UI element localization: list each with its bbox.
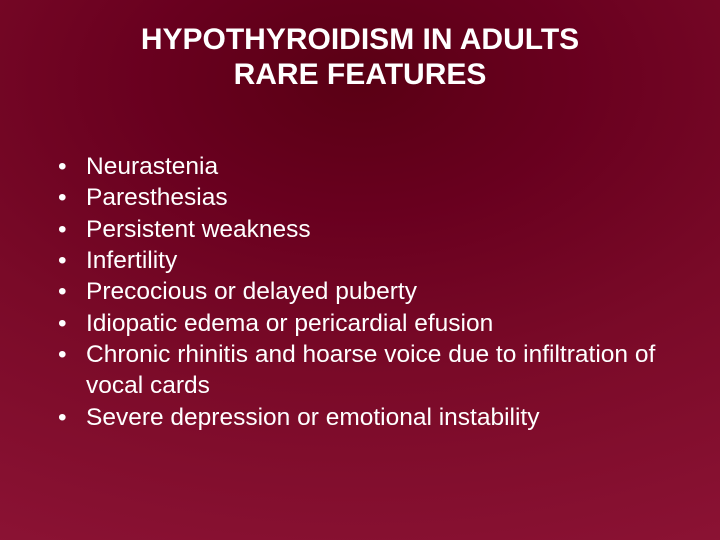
bullet-icon: •: [58, 276, 86, 307]
bullet-icon: •: [58, 214, 86, 245]
list-item: • Paresthesias: [58, 182, 680, 213]
bullet-icon: •: [58, 245, 86, 276]
list-item-text: Chronic rhinitis and hoarse voice due to…: [86, 339, 680, 402]
list-item: • Infertility: [58, 245, 680, 276]
bullet-icon: •: [58, 151, 86, 182]
list-item: • Precocious or delayed puberty: [58, 276, 680, 307]
slide-title: HYPOTHYROIDISM IN ADULTS RARE FEATURES: [40, 22, 680, 93]
bullet-icon: •: [58, 308, 86, 339]
bullet-list: • Neurastenia • Paresthesias • Persisten…: [40, 151, 680, 433]
list-item-text: Infertility: [86, 245, 680, 276]
title-line-2: RARE FEATURES: [40, 57, 680, 92]
list-item: • Idiopatic edema or pericardial efusion: [58, 308, 680, 339]
list-item-text: Idiopatic edema or pericardial efusion: [86, 308, 680, 339]
list-item: • Chronic rhinitis and hoarse voice due …: [58, 339, 680, 402]
title-line-1: HYPOTHYROIDISM IN ADULTS: [40, 22, 680, 57]
list-item-text: Paresthesias: [86, 182, 680, 213]
list-item-text: Precocious or delayed puberty: [86, 276, 680, 307]
list-item: • Severe depression or emotional instabi…: [58, 402, 680, 433]
list-item-text: Neurastenia: [86, 151, 680, 182]
list-item-text: Severe depression or emotional instabili…: [86, 402, 680, 433]
slide: HYPOTHYROIDISM IN ADULTS RARE FEATURES •…: [0, 0, 720, 540]
bullet-icon: •: [58, 402, 86, 433]
bullet-icon: •: [58, 339, 86, 370]
bullet-icon: •: [58, 182, 86, 213]
list-item: • Persistent weakness: [58, 214, 680, 245]
list-item: • Neurastenia: [58, 151, 680, 182]
list-item-text: Persistent weakness: [86, 214, 680, 245]
